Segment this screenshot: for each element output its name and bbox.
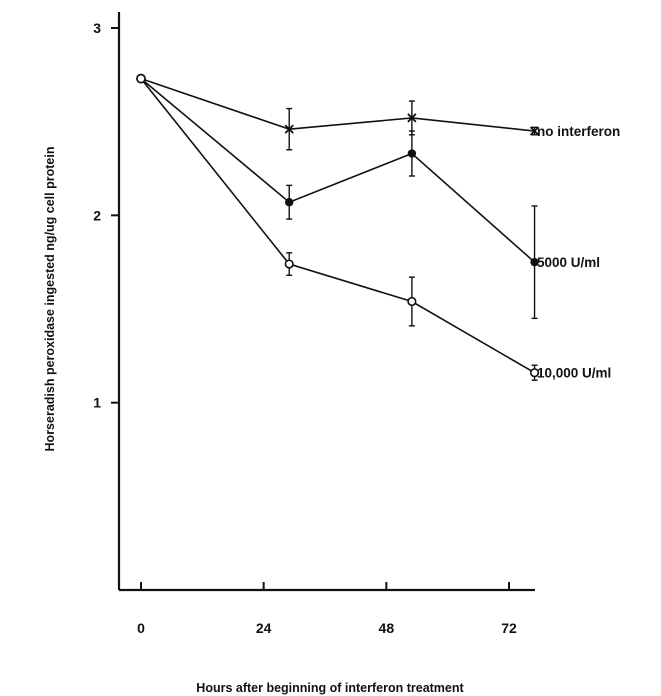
labels-layer: no interferon 5000 U/ml 10,000 U/ml <box>537 124 620 381</box>
series-label: 5000 U/ml <box>537 255 600 270</box>
data-point <box>285 198 294 207</box>
series-label: 10,000 U/ml <box>537 366 611 381</box>
data-point <box>530 257 539 267</box>
series-line <box>140 77 535 132</box>
data-point <box>407 296 417 307</box>
axes <box>117 12 535 592</box>
data-point <box>136 73 146 84</box>
data-point <box>284 259 294 269</box>
y-tick-label: 1 <box>93 395 101 411</box>
data-point <box>407 149 417 158</box>
x-tick-label: 72 <box>501 620 517 636</box>
y-axis-title: Horseradish peroxidase ingested ng/ug ce… <box>43 147 57 452</box>
series-label: no interferon <box>537 124 620 139</box>
y-tick-label: 3 <box>93 20 101 36</box>
series-1 <box>136 73 539 320</box>
x-tick-label: 24 <box>256 620 272 636</box>
series-0 <box>136 73 540 151</box>
x-tick-label: 0 <box>137 620 145 636</box>
x-tick-label: 48 <box>379 620 395 636</box>
data-point <box>529 126 540 136</box>
data-point <box>284 124 294 134</box>
series-line <box>140 78 535 374</box>
y-tick-label: 2 <box>93 207 101 223</box>
ticks: 1 2 3 0 24 48 72 <box>93 20 517 636</box>
data-point <box>529 368 540 378</box>
data-point <box>407 113 417 123</box>
series-line <box>140 77 536 263</box>
series-2 <box>136 73 540 381</box>
x-axis-title: Hours after beginning of interferon trea… <box>196 681 464 695</box>
series-layer <box>136 73 540 381</box>
